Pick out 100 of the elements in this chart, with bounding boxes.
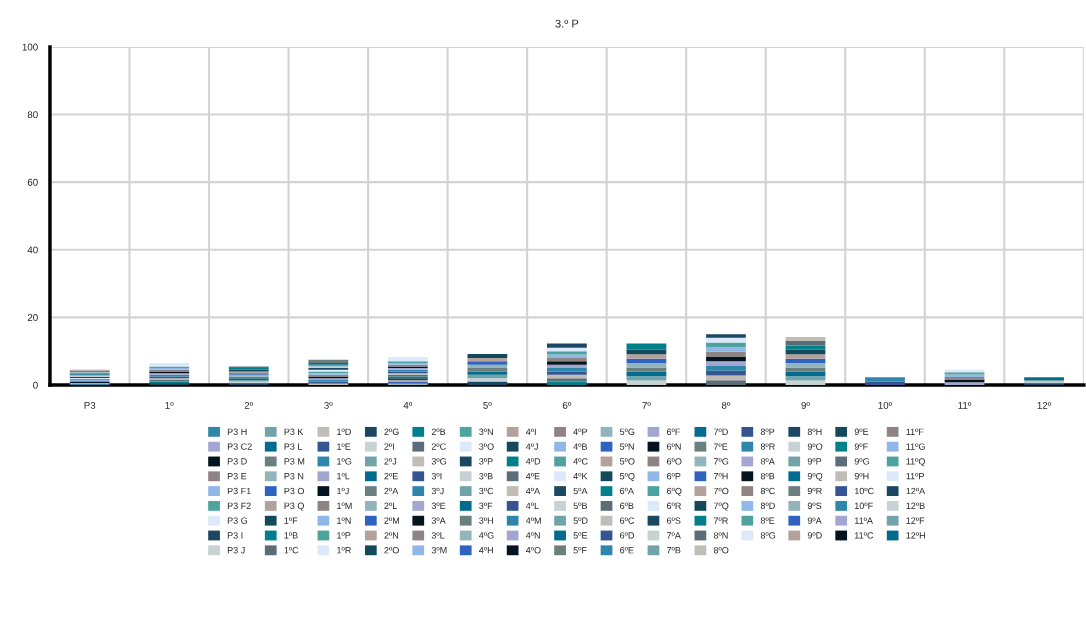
legend-label: 4ºJ	[525, 443, 538, 450]
legend-label: 9ºP	[807, 458, 822, 465]
legend-label: 6ºB	[620, 502, 634, 509]
legend-label: 12ºA	[906, 487, 926, 495]
legend-label: 1ºF	[284, 517, 298, 524]
legend-label: 10ºC	[854, 487, 874, 495]
legend-label: 12ºH	[906, 532, 925, 539]
legend-label: 4ºO	[525, 547, 541, 554]
legend-label: 7ºA	[667, 532, 681, 539]
legend-label: 3ºL	[431, 532, 445, 539]
legend-label: 3ºP	[479, 458, 493, 465]
legend-label: 4ºE	[525, 472, 540, 480]
legend-label: 9ºS	[807, 502, 822, 509]
legend-label: 1ºG	[337, 458, 352, 465]
legend-label: 9ºG	[854, 458, 869, 465]
legend-label: 3ºO	[479, 443, 494, 450]
legend-label: 8ºP	[760, 428, 775, 435]
y-tick-label: 20	[27, 314, 38, 321]
legend-label: P3 J	[227, 547, 245, 554]
legend-label: 1ºR	[337, 547, 351, 554]
legend-label: P3 F1	[227, 487, 251, 495]
legend-label: 3ºG	[431, 458, 447, 465]
legend-label: 2ºI	[384, 443, 394, 450]
legend-label: 6ºO	[667, 458, 682, 465]
legend-label: 7ºD	[713, 428, 728, 435]
x-tick-label: 7º	[642, 401, 651, 409]
legend-label: 6ºQ	[667, 487, 682, 496]
legend-label: 3ºI	[431, 472, 442, 480]
legend-label: P3 C2	[227, 443, 252, 450]
legend-label: 6ºF	[667, 428, 681, 435]
legend-label: 1ºP	[337, 532, 351, 539]
x-tick-label: 4º	[403, 401, 413, 409]
legend-label: 3ºH	[479, 517, 493, 524]
legend-label: 6ºA	[620, 487, 634, 495]
legend-label: 5ºA	[573, 487, 588, 495]
y-tick-label: 100	[22, 43, 38, 51]
legend-label: 5ºQ	[619, 472, 635, 481]
legend-label: 7ºB	[667, 547, 681, 554]
legend-label: 5ºO	[619, 458, 635, 465]
legend-label: 1ºJ	[337, 487, 349, 495]
x-tick-label: 8º	[721, 401, 731, 409]
legend-label: 3ºN	[479, 428, 493, 435]
legend-label: 1ºM	[337, 502, 352, 509]
legend-label: 6ºR	[667, 502, 681, 509]
legend-label: 9ºQ	[807, 472, 823, 481]
legend-label: P3 O	[284, 487, 304, 495]
legend-label: 5ºD	[573, 517, 588, 524]
legend-label: 6ºS	[667, 517, 681, 524]
legend-label: 3ºJ	[431, 487, 444, 495]
legend-label: 4ºM	[525, 517, 541, 524]
legend-label: 2ºO	[384, 547, 399, 554]
legend-label: 8ºR	[760, 443, 775, 450]
y-tick-label: 0	[33, 381, 38, 389]
legend-label: 6ºE	[620, 547, 634, 554]
legend-label: 4ºI	[525, 428, 536, 435]
x-tick-label: 2º	[244, 401, 254, 409]
x-tick-label: 3º	[324, 401, 333, 409]
legend-label: 6ºC	[620, 517, 635, 524]
legend-label: 2ºE	[384, 472, 398, 480]
legend-label: 8ºH	[807, 428, 822, 435]
x-tick-label: 6º	[562, 401, 572, 409]
legend-label: 9ºE	[854, 428, 869, 435]
legend-label: 7ºR	[713, 517, 728, 524]
legend-label: 4ºH	[479, 547, 493, 554]
legend-label: 9ºH	[854, 472, 869, 480]
legend-label: 2ºJ	[384, 458, 397, 465]
y-tick-label: 80	[27, 111, 38, 119]
chart-title: 3.º P	[555, 19, 579, 28]
legend-label: 8ºC	[760, 487, 775, 495]
legend-label: 2ºG	[384, 428, 399, 435]
legend-label: 8ºB	[760, 472, 775, 480]
legend-label: 11ºA	[854, 517, 873, 524]
legend-label: P3 G	[227, 517, 248, 524]
legend-label: 3ºE	[431, 502, 446, 509]
legend-label: 1ºC	[284, 547, 299, 554]
legend-label: 1ºE	[337, 443, 351, 450]
legend-label: 1ºN	[337, 517, 351, 524]
legend-label: 2ºA	[384, 487, 399, 495]
x-tick-label: 10º	[878, 401, 893, 409]
legend-label: P3 H	[227, 428, 247, 435]
legend-label: 5ºE	[573, 532, 588, 539]
legend-label: 4ºB	[573, 443, 588, 450]
legend-label: 7ºG	[713, 458, 729, 465]
legend-label: 4ºA	[525, 487, 541, 495]
legend-label: 9ºA	[807, 517, 822, 524]
legend-label: 4ºN	[525, 532, 540, 539]
legend-label: 10ºF	[854, 502, 873, 509]
legend-label: 8ºG	[760, 532, 776, 539]
legend-label: 3ºB	[479, 472, 493, 480]
x-tick-label: 9º	[801, 401, 810, 409]
legend-label: 11ºF	[906, 428, 924, 435]
legend-label: 4ºK	[573, 472, 588, 480]
legend-label: 4ºP	[573, 428, 588, 435]
y-tick-label: 40	[27, 246, 38, 254]
legend-label: P3 L	[284, 443, 303, 450]
legend-label: 11ºP	[906, 472, 924, 480]
legend-label: 3ºA	[431, 517, 446, 524]
legend-label: 8ºE	[760, 517, 775, 524]
legend-label: 11ºQ	[906, 458, 926, 467]
legend-label: 9ºF	[854, 443, 868, 450]
